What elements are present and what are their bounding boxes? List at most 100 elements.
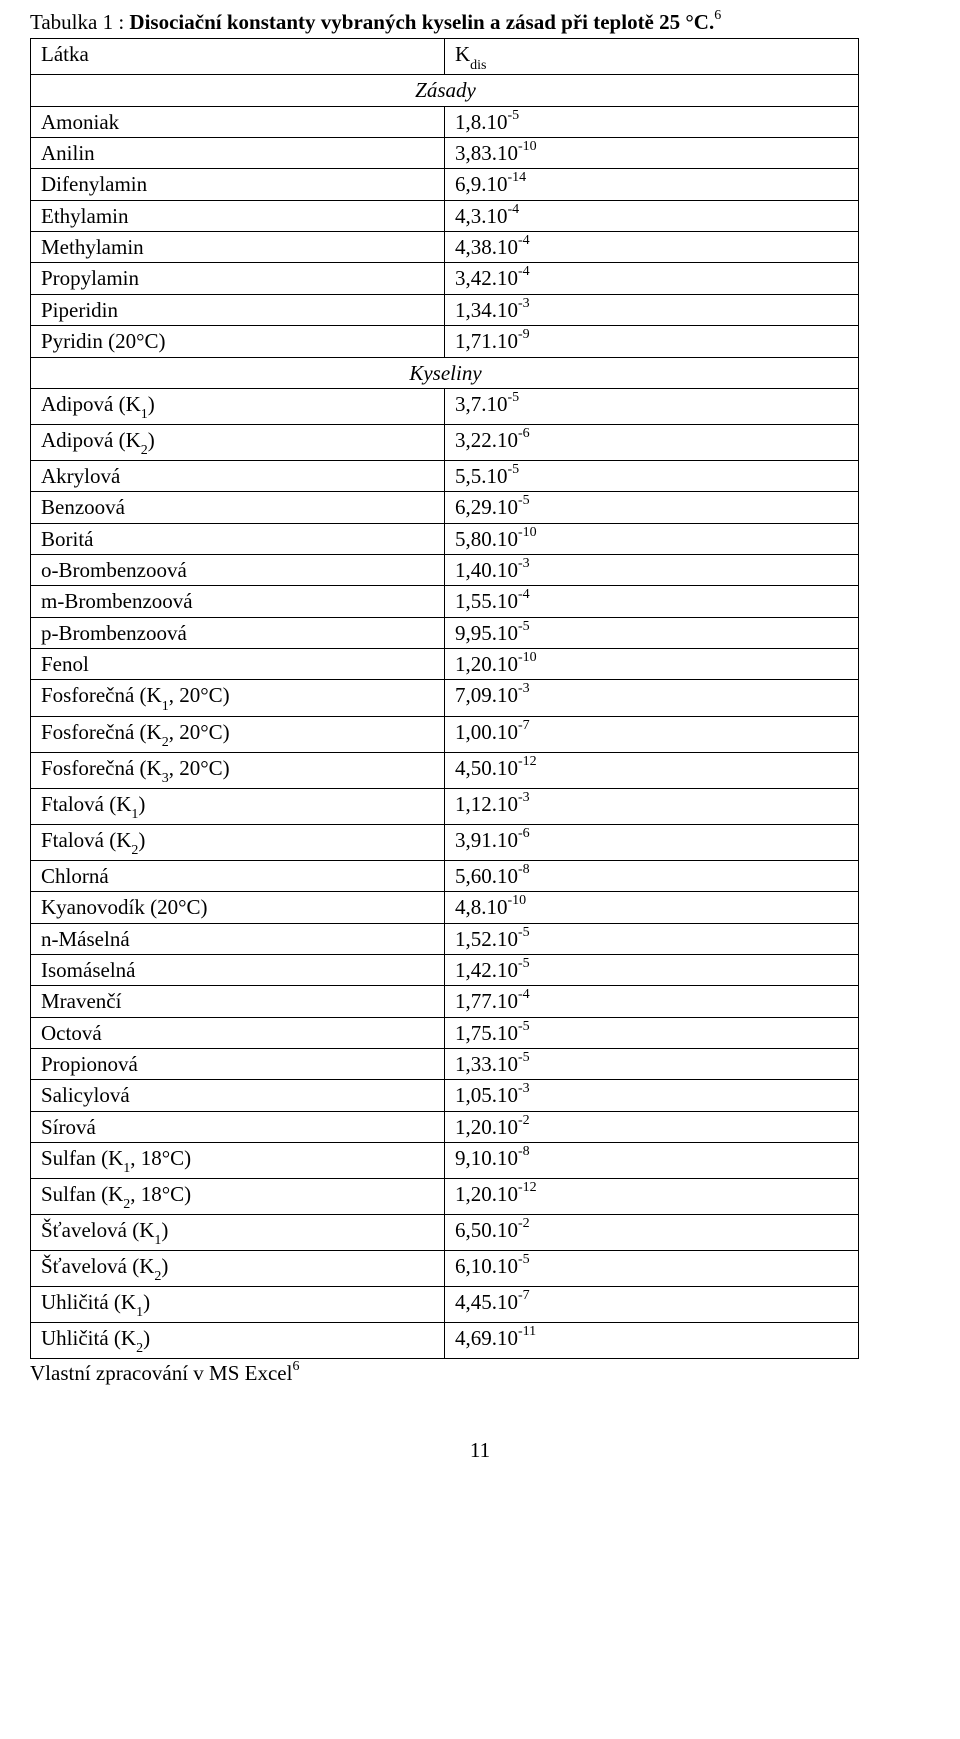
table-caption: Tabulka 1 : Disociační konstanty vybraný… bbox=[30, 8, 930, 36]
mantissa: 3,83.10 bbox=[455, 141, 518, 165]
table-row: Akrylová 5,5.10-5 bbox=[31, 461, 859, 492]
mantissa: 4,38.10 bbox=[455, 235, 518, 259]
table-header-row: Látka Kdis bbox=[31, 39, 859, 75]
name-part: ) bbox=[148, 428, 155, 452]
name-part: , 18°C) bbox=[130, 1146, 191, 1170]
name-part: ) bbox=[161, 1254, 168, 1278]
exponent: -4 bbox=[518, 233, 530, 248]
exponent: -3 bbox=[518, 790, 530, 805]
table-row: Fosforečná (K1, 20°C)7,09.10-3 bbox=[31, 680, 859, 716]
kdis-value: 1,20.10-2 bbox=[445, 1111, 859, 1142]
kdis-value: 1,40.10-3 bbox=[445, 555, 859, 586]
mantissa: 1,20.10 bbox=[455, 652, 518, 676]
exponent: -5 bbox=[518, 493, 530, 508]
mantissa: 4,69.10 bbox=[455, 1326, 518, 1350]
table-row: p-Brombenzoová9,95.10-5 bbox=[31, 617, 859, 648]
kdis-value: 4,45.10-7 bbox=[445, 1287, 859, 1323]
substance-name: Methylamin bbox=[31, 232, 445, 263]
mantissa: 1,42.10 bbox=[455, 958, 518, 982]
exponent: -7 bbox=[518, 718, 530, 733]
section-label: Kyseliny bbox=[31, 357, 859, 388]
name-part: ) bbox=[161, 1218, 168, 1242]
name-subscript: 1 bbox=[136, 1305, 143, 1320]
name-part: ) bbox=[138, 828, 145, 852]
table-row: Difenylamin6,9.10-14 bbox=[31, 169, 859, 200]
table-row: Methylamin 4,38.10-4 bbox=[31, 232, 859, 263]
kdis-value: 6,29.10-5 bbox=[445, 492, 859, 523]
substance-name: Octová bbox=[31, 1017, 445, 1048]
kdis-value: 1,71.10-9 bbox=[445, 326, 859, 357]
kdis-value: 1,75.10-5 bbox=[445, 1017, 859, 1048]
mantissa: 5,5.10 bbox=[455, 464, 508, 488]
exponent: -11 bbox=[518, 1324, 536, 1339]
substance-name: Kyanovodík (20°C) bbox=[31, 892, 445, 923]
footnote-text: Vlastní zpracování v MS Excel bbox=[30, 1361, 292, 1385]
substance-name: Uhličitá (K2) bbox=[31, 1323, 445, 1359]
name-part: Uhličitá (K bbox=[41, 1290, 136, 1314]
substance-name: Anilin bbox=[31, 138, 445, 169]
name-part: , 20°C) bbox=[169, 720, 230, 744]
table-row: Sulfan (K1, 18°C)9,10.10-8 bbox=[31, 1142, 859, 1178]
mantissa: 4,45.10 bbox=[455, 1290, 518, 1314]
mantissa: 1,12.10 bbox=[455, 792, 518, 816]
exponent: -6 bbox=[518, 426, 530, 441]
kdis-value: 6,10.10-5 bbox=[445, 1251, 859, 1287]
exponent: -5 bbox=[508, 108, 520, 123]
mantissa: 1,52.10 bbox=[455, 927, 518, 951]
kdis-value: 1,52.10-5 bbox=[445, 923, 859, 954]
name-subscript: 2 bbox=[141, 443, 148, 458]
mantissa: 1,77.10 bbox=[455, 989, 518, 1013]
table-row: Kyanovodík (20°C)4,8.10-10 bbox=[31, 892, 859, 923]
exponent: -4 bbox=[508, 202, 520, 217]
kdis-value: 3,91.10-6 bbox=[445, 824, 859, 860]
table-row: Sulfan (K2, 18°C)1,20.10-12 bbox=[31, 1178, 859, 1214]
mantissa: 6,10.10 bbox=[455, 1254, 518, 1278]
footnote-ref: 6 bbox=[292, 1359, 299, 1374]
dissociation-constants-table: Látka Kdis ZásadyAmoniak1,8.10-5Anilin3,… bbox=[30, 38, 859, 1359]
substance-name: Difenylamin bbox=[31, 169, 445, 200]
exponent: -7 bbox=[518, 1288, 530, 1303]
kdis-value: 5,80.10-10 bbox=[445, 523, 859, 554]
table-row: Chlorná5,60.10-8 bbox=[31, 860, 859, 891]
mantissa: 3,91.10 bbox=[455, 828, 518, 852]
table-row: Salicylová1,05.10-3 bbox=[31, 1080, 859, 1111]
mantissa: 1,05.10 bbox=[455, 1083, 518, 1107]
exponent: -5 bbox=[508, 462, 520, 477]
name-part: Uhličitá (K bbox=[41, 1326, 136, 1350]
table-row: Šťavelová (K1)6,50.10-2 bbox=[31, 1215, 859, 1251]
mantissa: 3,42.10 bbox=[455, 266, 518, 290]
mantissa: 5,80.10 bbox=[455, 527, 518, 551]
table-row: Ftalová (K1) 1,12.10-3 bbox=[31, 788, 859, 824]
caption-prefix: Tabulka 1 : bbox=[30, 10, 129, 34]
exponent: -8 bbox=[518, 862, 530, 877]
mantissa: 1,33.10 bbox=[455, 1052, 518, 1076]
mantissa: 3,22.10 bbox=[455, 428, 518, 452]
substance-name: Mravenčí bbox=[31, 986, 445, 1017]
name-part: Sulfan (K bbox=[41, 1182, 123, 1206]
kdis-value: 3,42.10-4 bbox=[445, 263, 859, 294]
name-subscript: 1 bbox=[141, 407, 148, 422]
substance-name: Akrylová bbox=[31, 461, 445, 492]
kdis-value: 1,20.10-12 bbox=[445, 1178, 859, 1214]
mantissa: 1,71.10 bbox=[455, 329, 518, 353]
name-part: , 18°C) bbox=[130, 1182, 191, 1206]
kdis-value: 1,55.10-4 bbox=[445, 586, 859, 617]
substance-name: Šťavelová (K1) bbox=[31, 1215, 445, 1251]
kdis-value: 1,00.10-7 bbox=[445, 716, 859, 752]
kdis-value: 7,09.10-3 bbox=[445, 680, 859, 716]
name-part: Ftalová (K bbox=[41, 792, 131, 816]
substance-name: Chlorná bbox=[31, 860, 445, 891]
substance-name: Isomáselná bbox=[31, 954, 445, 985]
section-row: Kyseliny bbox=[31, 357, 859, 388]
substance-name: Fosforečná (K2, 20°C) bbox=[31, 716, 445, 752]
table-row: Uhličitá (K2) 4,69.10-11 bbox=[31, 1323, 859, 1359]
kdis-value: 1,34.10-3 bbox=[445, 294, 859, 325]
table-row: Adipová (K2)3,22.10-6 bbox=[31, 424, 859, 460]
substance-name: o-Brombenzoová bbox=[31, 555, 445, 586]
kdis-value: 5,60.10-8 bbox=[445, 860, 859, 891]
substance-name: Propylamin bbox=[31, 263, 445, 294]
kdis-value: 6,50.10-2 bbox=[445, 1215, 859, 1251]
substance-name: Ftalová (K1) bbox=[31, 788, 445, 824]
table-row: n-Máselná1,52.10-5 bbox=[31, 923, 859, 954]
mantissa: 5,60.10 bbox=[455, 864, 518, 888]
